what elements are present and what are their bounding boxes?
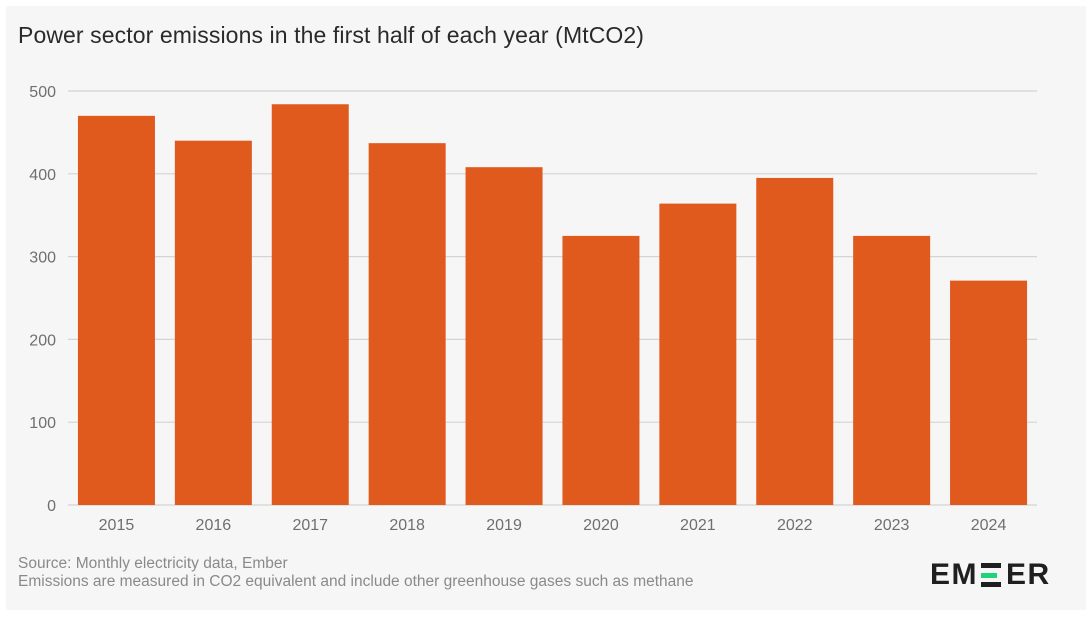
source-line: Source: Monthly electricity data, Ember — [18, 555, 288, 572]
bar-2017 — [271, 104, 349, 506]
y-tick-label: 0 — [47, 498, 56, 515]
ember-logo: EM ER — [930, 558, 1051, 592]
bar-2016 — [174, 140, 252, 505]
bars — [77, 104, 1028, 506]
y-tick-label: 300 — [29, 250, 56, 267]
y-tick-label: 200 — [29, 332, 56, 349]
x-tick-label: 2018 — [389, 517, 425, 534]
bar-2015 — [77, 115, 155, 505]
bar-2024 — [950, 280, 1028, 505]
x-tick-label: 2023 — [874, 517, 910, 534]
x-tick-label: 2019 — [486, 517, 522, 534]
bar-2020 — [562, 235, 640, 505]
bar-2019 — [465, 167, 543, 505]
y-tick-label: 100 — [29, 415, 56, 432]
x-axis-ticks: 2015 2016 2017 2018 2019 2020 2021 2022 2023 2024 — [99, 517, 1007, 534]
source-note: Source: Monthly electricity data, Ember … — [18, 555, 694, 591]
x-tick-label: 2017 — [292, 517, 328, 534]
x-tick-label: 2016 — [196, 517, 232, 534]
x-tick-label: 2021 — [680, 517, 716, 534]
y-tick-label: 500 — [29, 84, 56, 101]
bar-2022 — [756, 177, 834, 505]
bar-2018 — [368, 143, 446, 505]
x-tick-label: 2024 — [971, 517, 1007, 534]
chart-title: Power sector emissions in the first half… — [18, 22, 645, 48]
methodology-line: Emissions are measured in CO2 equivalent… — [18, 573, 694, 590]
y-axis-ticks: 0 100 200 300 400 500 — [29, 84, 56, 515]
bar-2023 — [853, 235, 931, 505]
x-tick-label: 2020 — [583, 517, 619, 534]
bar-chart: 0 100 200 300 400 500 2015 2016 2017 2018 2019 202… — [29, 84, 1037, 534]
logo-b-mark — [981, 562, 1003, 588]
logo-em: EM — [930, 558, 978, 591]
bar-2021 — [659, 203, 737, 505]
y-tick-label: 400 — [29, 167, 56, 184]
x-tick-label: 2022 — [777, 517, 813, 534]
logo-er: ER — [1006, 558, 1051, 591]
x-tick-label: 2015 — [99, 517, 135, 534]
